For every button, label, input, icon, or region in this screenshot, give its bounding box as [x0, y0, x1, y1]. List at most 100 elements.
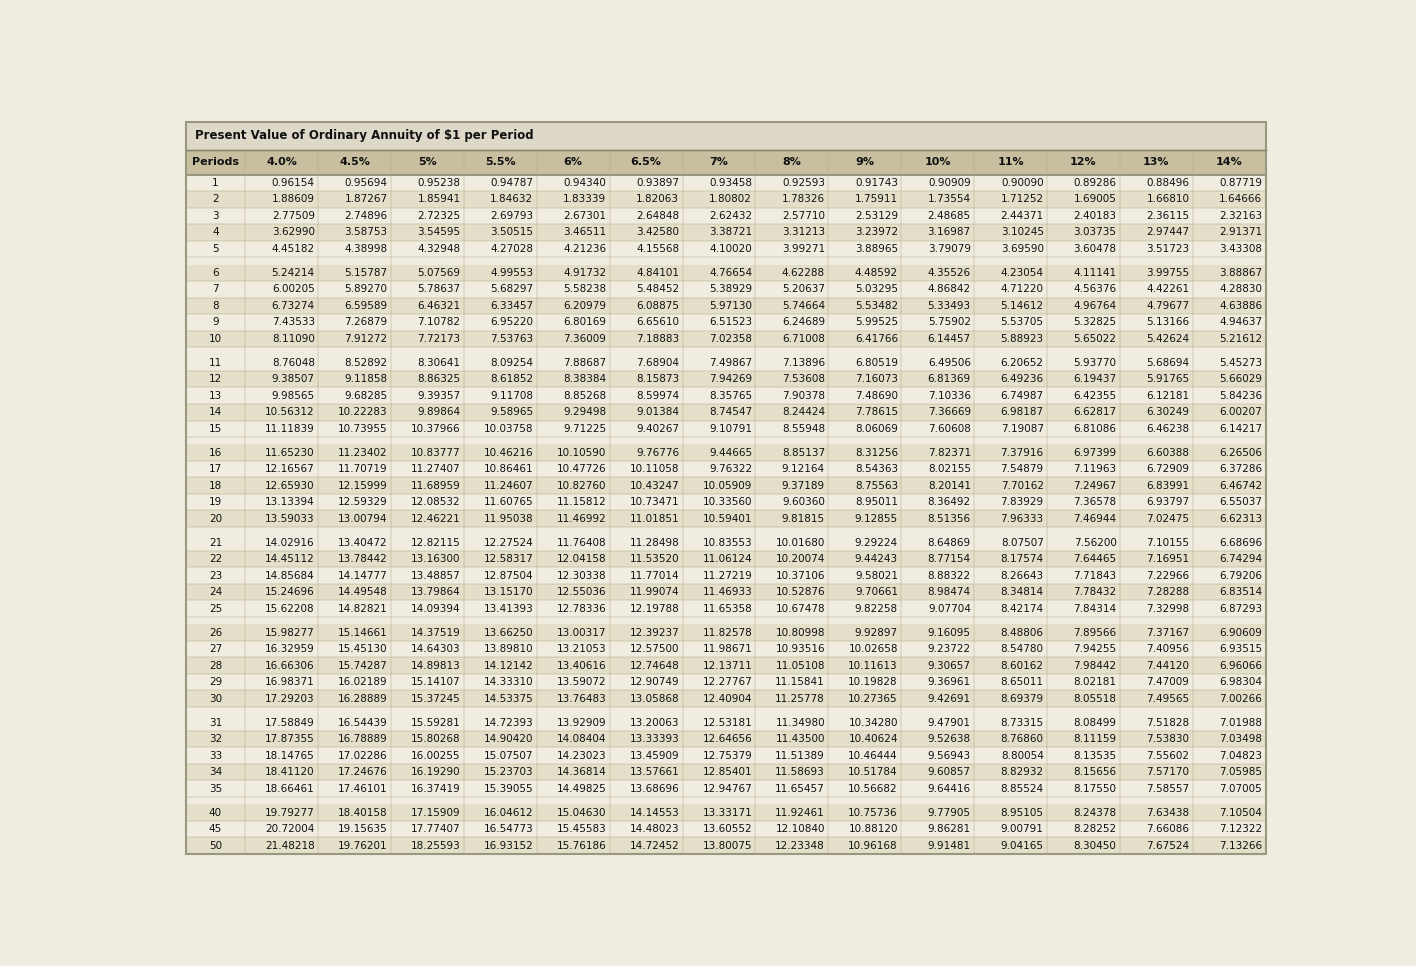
Text: 6.46742: 6.46742: [1219, 481, 1262, 491]
Text: 7.57170: 7.57170: [1147, 767, 1189, 777]
Text: 6.68696: 6.68696: [1219, 538, 1262, 548]
Text: 14.49825: 14.49825: [556, 783, 606, 794]
Text: 0.87719: 0.87719: [1219, 178, 1262, 187]
Text: 10: 10: [210, 334, 222, 344]
Text: 6%: 6%: [564, 157, 582, 167]
Text: 6.14457: 6.14457: [927, 334, 971, 344]
Text: 8.86325: 8.86325: [418, 374, 460, 384]
Text: 9.29224: 9.29224: [855, 538, 898, 548]
Text: 27: 27: [208, 644, 222, 654]
Text: 6: 6: [212, 268, 219, 278]
Text: 15.80268: 15.80268: [411, 734, 460, 744]
Text: 12.46221: 12.46221: [411, 514, 460, 524]
Text: 3.03735: 3.03735: [1073, 227, 1117, 238]
Text: 17.15909: 17.15909: [411, 808, 460, 817]
Text: 8.85268: 8.85268: [564, 391, 606, 401]
Text: 17.24676: 17.24676: [338, 767, 388, 777]
Bar: [185, 640, 1266, 658]
Text: 0.96154: 0.96154: [272, 178, 314, 187]
Text: 8.31256: 8.31256: [855, 447, 898, 458]
Text: 13.76483: 13.76483: [556, 694, 606, 703]
Text: 8.80054: 8.80054: [1001, 751, 1044, 760]
Text: 8.82932: 8.82932: [1001, 767, 1044, 777]
Text: 7.24967: 7.24967: [1073, 481, 1117, 491]
Text: 6.80169: 6.80169: [564, 317, 606, 327]
Bar: [185, 805, 1266, 821]
Text: 5.97130: 5.97130: [709, 300, 752, 311]
Text: 9.23722: 9.23722: [927, 644, 971, 654]
Text: 2.40183: 2.40183: [1073, 211, 1117, 221]
Text: 9.76322: 9.76322: [709, 465, 752, 474]
Text: 6.49506: 6.49506: [927, 357, 971, 368]
Text: 7.58557: 7.58557: [1147, 783, 1189, 794]
Text: 16.54773: 16.54773: [484, 824, 534, 834]
Text: 6.42355: 6.42355: [1073, 391, 1117, 401]
Text: 1.75911: 1.75911: [855, 194, 898, 205]
Bar: [185, 567, 1266, 583]
Text: 2.91371: 2.91371: [1219, 227, 1262, 238]
Text: 6.5%: 6.5%: [630, 157, 661, 167]
Text: 9.11708: 9.11708: [490, 391, 534, 401]
Text: 11.65457: 11.65457: [775, 783, 826, 794]
Text: 12.55036: 12.55036: [556, 587, 606, 597]
Text: 31: 31: [208, 718, 222, 727]
Text: 13.40472: 13.40472: [338, 538, 388, 548]
Text: 11.34980: 11.34980: [776, 718, 826, 727]
Text: 12.75379: 12.75379: [702, 751, 752, 760]
Bar: [185, 748, 1266, 764]
Text: 15.76186: 15.76186: [556, 840, 606, 850]
Text: 14.53375: 14.53375: [484, 694, 534, 703]
Text: 5.84236: 5.84236: [1219, 391, 1262, 401]
Text: 13: 13: [208, 391, 222, 401]
Text: 12.64656: 12.64656: [702, 734, 752, 744]
Text: 10.86461: 10.86461: [484, 465, 534, 474]
Text: 14.02916: 14.02916: [265, 538, 314, 548]
Text: 11.51389: 11.51389: [775, 751, 826, 760]
Text: 7.53830: 7.53830: [1147, 734, 1189, 744]
Text: 10.52876: 10.52876: [776, 587, 826, 597]
Text: 9.98565: 9.98565: [272, 391, 314, 401]
Text: 6.74987: 6.74987: [1001, 391, 1044, 401]
Bar: [185, 355, 1266, 371]
Text: 10.02658: 10.02658: [848, 644, 898, 654]
Text: 14.09394: 14.09394: [411, 604, 460, 613]
Text: 12.94767: 12.94767: [702, 783, 752, 794]
Text: 7.11963: 7.11963: [1073, 465, 1117, 474]
Text: 8.85524: 8.85524: [1001, 783, 1044, 794]
Text: 14.82821: 14.82821: [338, 604, 388, 613]
Text: 13.48857: 13.48857: [411, 571, 460, 581]
Bar: [185, 420, 1266, 437]
Text: 2.36115: 2.36115: [1147, 211, 1189, 221]
Text: 17: 17: [208, 465, 222, 474]
Text: 16.78889: 16.78889: [338, 734, 388, 744]
Text: 14.64303: 14.64303: [411, 644, 460, 654]
Text: 10.37106: 10.37106: [776, 571, 826, 581]
Text: 14.14777: 14.14777: [338, 571, 388, 581]
Text: 9.01384: 9.01384: [636, 408, 680, 417]
Text: 11.15841: 11.15841: [775, 677, 826, 687]
Text: 0.95694: 0.95694: [344, 178, 388, 187]
Text: 14%: 14%: [1216, 157, 1243, 167]
Text: 2.53129: 2.53129: [855, 211, 898, 221]
Text: 19: 19: [208, 497, 222, 507]
Text: 12.40904: 12.40904: [702, 694, 752, 703]
Text: 8.65011: 8.65011: [1001, 677, 1044, 687]
Text: 10.01680: 10.01680: [776, 538, 826, 548]
Text: 4.28830: 4.28830: [1219, 284, 1262, 295]
Text: 11: 11: [208, 357, 222, 368]
Text: 6.46238: 6.46238: [1147, 424, 1189, 434]
Text: 8.28252: 8.28252: [1073, 824, 1117, 834]
Text: 11.92461: 11.92461: [775, 808, 826, 817]
Text: 8.24378: 8.24378: [1073, 808, 1117, 817]
Text: 8.02181: 8.02181: [1073, 677, 1117, 687]
Text: 3.42580: 3.42580: [636, 227, 680, 238]
Text: 7.36669: 7.36669: [927, 408, 971, 417]
Text: 15.07507: 15.07507: [484, 751, 534, 760]
Text: 22: 22: [208, 554, 222, 564]
Text: 19.15635: 19.15635: [338, 824, 388, 834]
Bar: [185, 241, 1266, 257]
Text: 1.80802: 1.80802: [709, 194, 752, 205]
Text: 12.78336: 12.78336: [556, 604, 606, 613]
Text: 11%: 11%: [997, 157, 1024, 167]
Bar: [185, 821, 1266, 838]
